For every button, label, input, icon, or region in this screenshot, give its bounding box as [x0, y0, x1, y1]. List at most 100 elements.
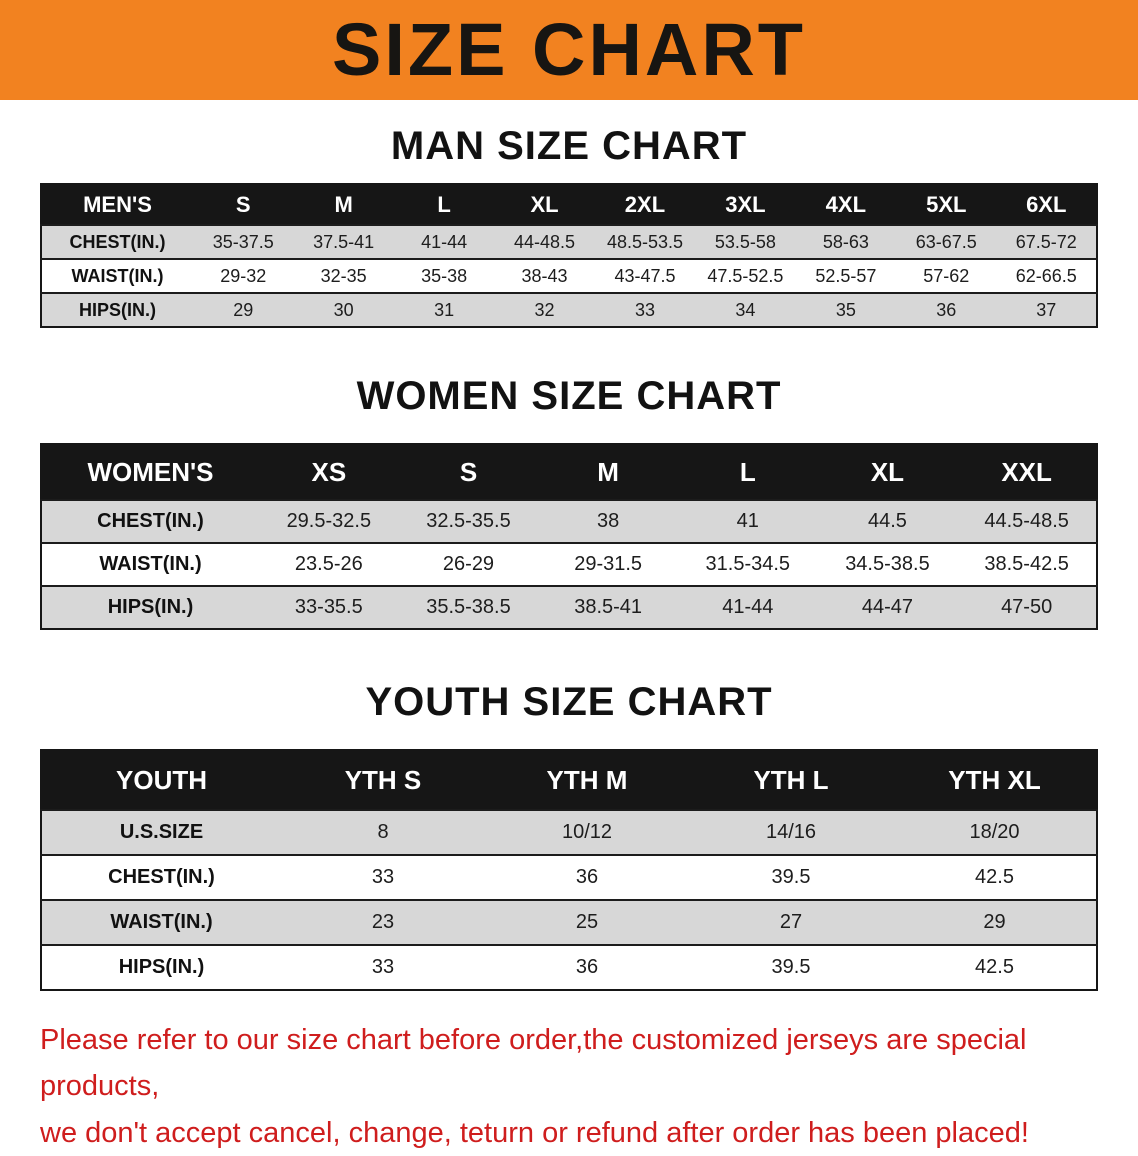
value-cell: 52.5-57: [795, 258, 897, 293]
value-cell: 36: [896, 292, 997, 327]
value-cell: 47-50: [957, 585, 1097, 629]
table-header-row: YOUTH YTH S YTH M YTH L YTH XL: [41, 750, 1097, 810]
youth-section-heading: YOUTH SIZE CHART: [365, 680, 773, 724]
table-title-cell: WOMEN'S: [41, 444, 259, 500]
value-cell: 34: [695, 292, 796, 327]
value-cell: 36: [485, 854, 689, 900]
youth-size-table: YOUTH YTH S YTH M YTH L YTH XL U.S.SIZE 8 10/12…: [40, 749, 1098, 991]
size-header-cell: 2XL: [594, 184, 696, 225]
value-cell: 57-62: [896, 258, 997, 293]
value-cell: 43-47.5: [594, 258, 696, 293]
row-label-cell: CHEST(IN.): [41, 224, 193, 259]
size-header-cell: YTH S: [281, 750, 485, 810]
value-cell: 35-37.5: [193, 224, 294, 259]
women-section-heading: WOMEN SIZE CHART: [356, 374, 782, 418]
table-row: CHEST(IN.) 35-37.5 37.5-41 41-44 44-48.5 48.5…: [41, 224, 1097, 259]
value-cell: 47.5-52.5: [695, 258, 796, 293]
value-cell: 62-66.5: [996, 258, 1097, 293]
value-cell: 33: [594, 292, 696, 327]
value-cell: 8: [281, 809, 485, 855]
row-label-cell: CHEST(IN.): [41, 499, 259, 543]
disclaimer-line-1: Please refer to our size chart before or…: [40, 1024, 1027, 1103]
value-cell: 33-35.5: [259, 585, 399, 629]
value-cell: 42.5: [893, 854, 1097, 900]
value-cell: 33: [281, 854, 485, 900]
value-cell: 38-43: [494, 258, 595, 293]
row-label-cell: U.S.SIZE: [41, 809, 281, 855]
value-cell: 67.5-72: [996, 224, 1097, 259]
value-cell: 37.5-41: [293, 224, 394, 259]
value-cell: 32: [494, 292, 595, 327]
row-label-cell: WAIST(IN.): [41, 899, 281, 945]
size-header-cell: L: [393, 184, 495, 225]
value-cell: 42.5: [893, 944, 1097, 990]
value-cell: 10/12: [485, 809, 689, 855]
value-cell: 29.5-32.5: [259, 499, 399, 543]
size-header-cell: 6XL: [996, 184, 1097, 225]
men-section-heading: MAN SIZE CHART: [390, 124, 748, 168]
size-chart-banner: SIZE CHART: [0, 0, 1138, 100]
table-row: WAIST(IN.) 23.5-26 26-29 29-31.5 31.5-34.5 34…: [41, 542, 1097, 586]
value-cell: 35.5-38.5: [398, 585, 539, 629]
disclaimer-text: Please refer to our size chart before or…: [40, 1017, 1120, 1156]
table-header-row: MEN'S S M L XL 2XL 3XL 4XL 5XL 6XL: [41, 184, 1097, 225]
size-header-cell: XL: [817, 444, 958, 500]
value-cell: 63-67.5: [896, 224, 997, 259]
size-header-cell: YTH L: [689, 750, 893, 810]
value-cell: 23.5-26: [259, 542, 399, 586]
table-row: CHEST(IN.) 29.5-32.5 32.5-35.5 38 41 44.5 44.5…: [41, 499, 1097, 543]
size-header-cell: 5XL: [896, 184, 997, 225]
value-cell: 29-32: [193, 258, 294, 293]
value-cell: 38.5-41: [538, 585, 678, 629]
value-cell: 41-44: [393, 224, 495, 259]
size-header-cell: 4XL: [795, 184, 897, 225]
size-header-cell: YTH M: [485, 750, 689, 810]
table-header-row: WOMEN'S XS S M L XL XXL: [41, 444, 1097, 500]
value-cell: 14/16: [689, 809, 893, 855]
page-title: SIZE CHART: [332, 8, 806, 91]
size-header-cell: L: [677, 444, 818, 500]
table-title-cell: MEN'S: [41, 184, 193, 225]
value-cell: 35: [795, 292, 897, 327]
row-label-cell: WAIST(IN.): [41, 542, 259, 586]
value-cell: 37: [996, 292, 1097, 327]
men-size-table: MEN'S S M L XL 2XL 3XL 4XL 5XL 6XL CHEST(IN.) 35-37…: [40, 183, 1098, 328]
size-header-cell: XL: [494, 184, 595, 225]
value-cell: 29-31.5: [538, 542, 678, 586]
value-cell: 38: [538, 499, 678, 543]
value-cell: 39.5: [689, 944, 893, 990]
table-row: HIPS(IN.) 29 30 31 32 33 34 35 36 37: [41, 292, 1097, 327]
row-label-cell: HIPS(IN.): [41, 944, 281, 990]
women-size-table: WOMEN'S XS S M L XL XXL CHEST(IN.) 29.5-32.5 32.5…: [40, 443, 1098, 630]
table-row: HIPS(IN.) 33-35.5 35.5-38.5 38.5-41 41-44 44-…: [41, 585, 1097, 629]
size-header-cell: S: [193, 184, 294, 225]
value-cell: 27: [689, 899, 893, 945]
size-header-cell: XXL: [957, 444, 1097, 500]
row-label-cell: HIPS(IN.): [41, 585, 259, 629]
size-header-cell: S: [398, 444, 539, 500]
value-cell: 58-63: [795, 224, 897, 259]
value-cell: 41: [677, 499, 818, 543]
table-row: WAIST(IN.) 23 25 27 29: [41, 899, 1097, 945]
row-label-cell: WAIST(IN.): [41, 258, 193, 293]
value-cell: 38.5-42.5: [957, 542, 1097, 586]
size-header-cell: M: [293, 184, 394, 225]
disclaimer-line-2: we don't accept cancel, change, teturn o…: [40, 1116, 1029, 1149]
value-cell: 30: [293, 292, 394, 327]
table-row: WAIST(IN.) 29-32 32-35 35-38 38-43 43-47.5 47.…: [41, 258, 1097, 293]
row-label-cell: HIPS(IN.): [41, 292, 193, 327]
value-cell: 44-47: [817, 585, 958, 629]
value-cell: 18/20: [893, 809, 1097, 855]
value-cell: 25: [485, 899, 689, 945]
value-cell: 31: [393, 292, 495, 327]
value-cell: 44.5: [817, 499, 958, 543]
value-cell: 44-48.5: [494, 224, 595, 259]
table-row: U.S.SIZE 8 10/12 14/16 18/20: [41, 809, 1097, 855]
row-label-cell: CHEST(IN.): [41, 854, 281, 900]
value-cell: 32.5-35.5: [398, 499, 539, 543]
value-cell: 53.5-58: [695, 224, 796, 259]
value-cell: 48.5-53.5: [594, 224, 696, 259]
value-cell: 26-29: [398, 542, 539, 586]
value-cell: 32-35: [293, 258, 394, 293]
table-title-cell: YOUTH: [41, 750, 281, 810]
